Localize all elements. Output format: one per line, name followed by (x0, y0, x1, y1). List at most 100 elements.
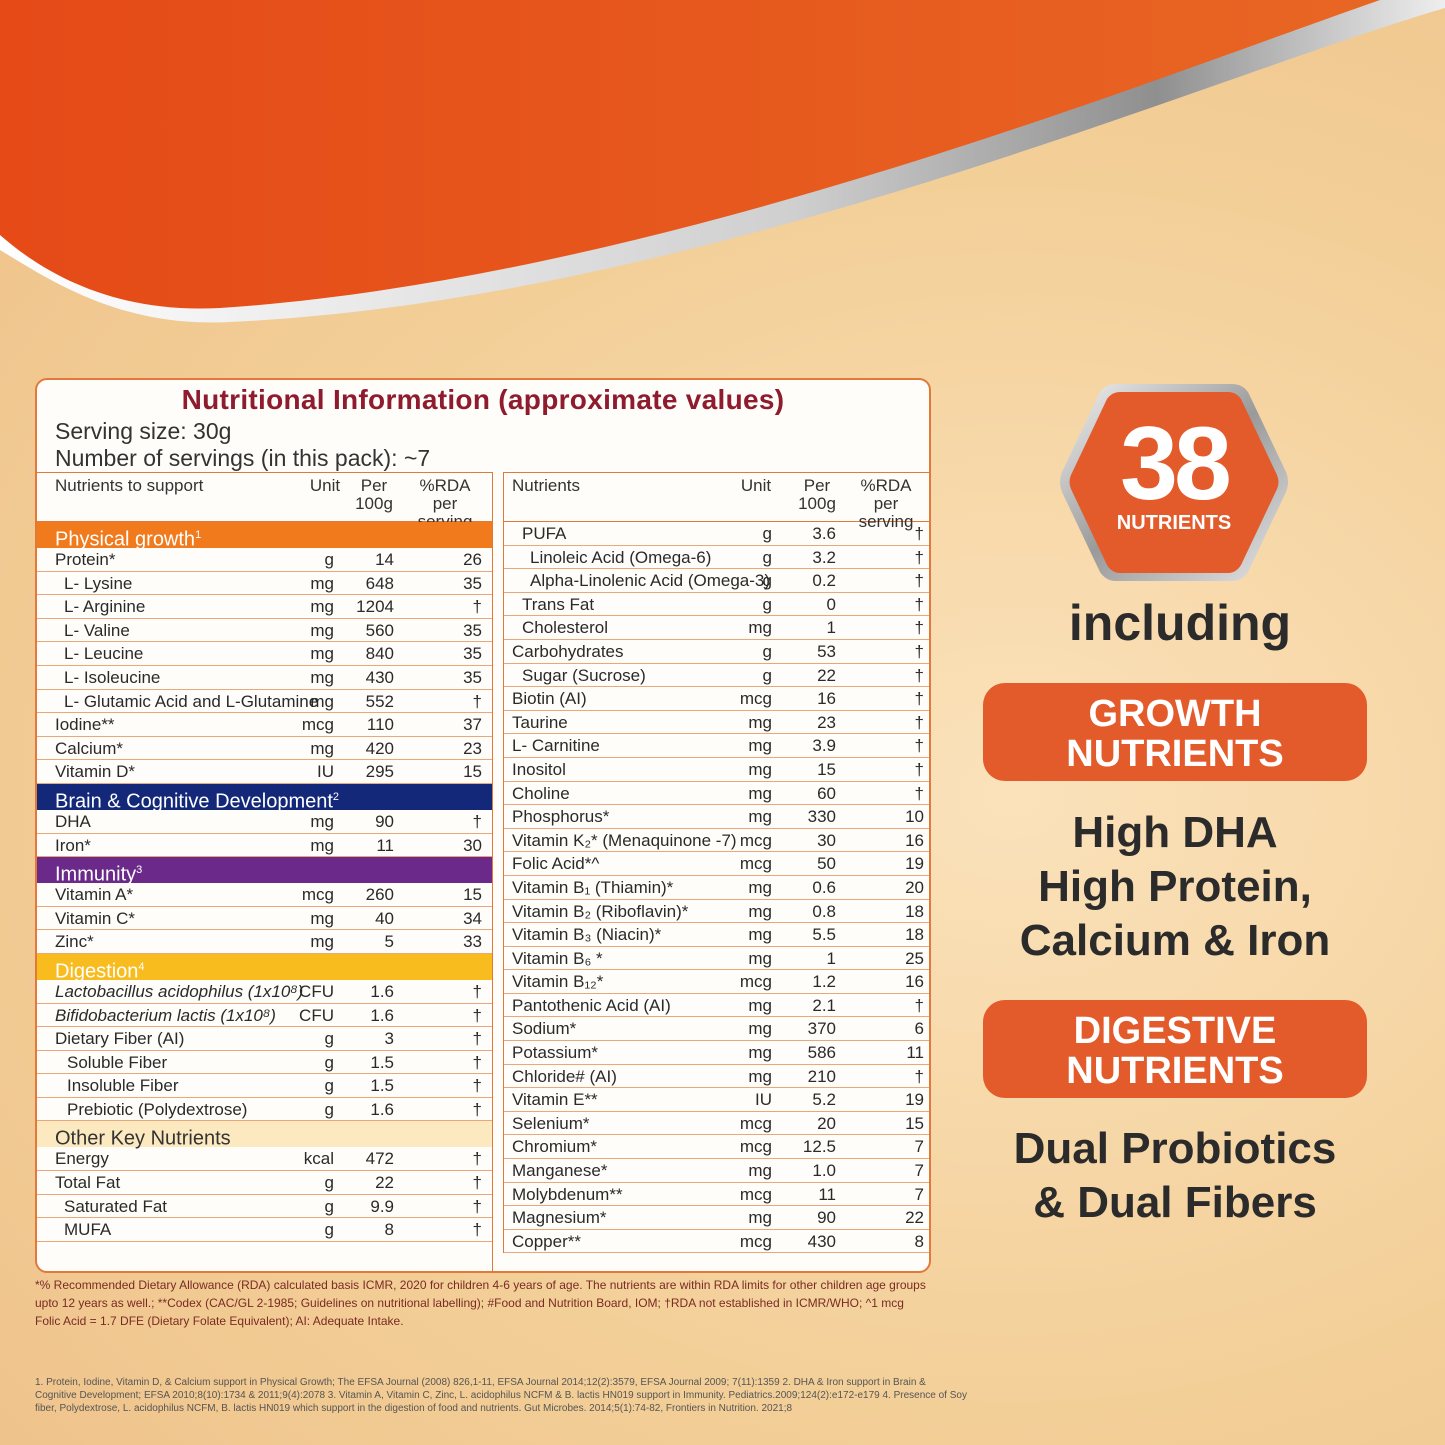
nutrient-unit: mg (748, 877, 772, 897)
nutrient-rda: † (472, 981, 482, 1001)
nutrient-unit: g (762, 547, 772, 567)
nutrient-per-100g: 1.0 (812, 1161, 836, 1181)
nutrient-rda: 20 (905, 877, 924, 897)
nutrient-unit: mg (310, 908, 334, 928)
nutrient-unit: mcg (301, 715, 334, 735)
serving-size: Serving size: 30g (55, 418, 232, 444)
nutrient-unit: mg (310, 811, 334, 831)
nutrient-per-100g: 295 (365, 762, 394, 782)
table-row: Vitamin B₁ (Thiamin)* mg 0.6 20 (504, 876, 929, 900)
nutrient-unit: g (324, 1173, 334, 1193)
nutrient-rda: † (914, 571, 924, 591)
nutrient-unit: g (762, 524, 772, 543)
table-row: Vitamin A* mcg 260 15 (37, 883, 492, 907)
header-per-l1: Per (803, 476, 831, 495)
table-row: L- Leucine mg 840 35 (37, 642, 492, 666)
nutrient-per-100g: 1.6 (370, 1005, 394, 1025)
nutrient-name: Phosphorus* (512, 807, 610, 827)
nutrient-name: Magnesium* (512, 1208, 607, 1228)
nutrient-per-100g: 40 (375, 908, 394, 928)
nutrient-unit: g (762, 665, 772, 685)
nutrient-rda: 35 (463, 667, 482, 687)
table-row: Prebiotic (Polydextrose) g 1.6 † (37, 1098, 492, 1122)
nutrient-rda: 16 (905, 830, 924, 850)
nutrient-count: 38 (1120, 406, 1232, 522)
claim-line: High Protein, (1038, 862, 1312, 911)
column-divider (492, 472, 504, 1271)
nutrient-name: Molybdenum** (512, 1184, 623, 1204)
nutrient-unit: mg (310, 738, 334, 758)
table-row: Dietary Fiber (AI) g 3 † (37, 1027, 492, 1051)
nutrient-unit: mg (748, 1208, 772, 1228)
header-rda-l1: %RDA (860, 476, 912, 495)
nutrient-rda: 35 (463, 620, 482, 640)
nutrient-rda: † (914, 665, 924, 685)
nutrient-unit: CFU (299, 1005, 334, 1025)
nutrient-rda: 26 (463, 550, 482, 569)
nutrient-name: Potassium* (512, 1043, 598, 1063)
panel-title: Nutritional Information (approximate val… (181, 384, 785, 415)
nutrient-per-100g: 370 (807, 1019, 836, 1039)
growth-nutrients-badge: GROWTH NUTRIENTS (983, 683, 1367, 781)
nutrient-unit: mg (310, 644, 334, 664)
header-rda-l1: %RDA (419, 476, 471, 495)
table-row: Trans Fat g 0 † (504, 593, 929, 617)
header-nutrients: Nutrients to support (55, 476, 204, 495)
nutrient-rda: 7 (914, 1184, 924, 1204)
nutrient-per-100g: 15 (817, 759, 836, 779)
table-row: Inositol mg 15 † (504, 758, 929, 782)
left-table-header: Nutrients to support Unit Per 100g %RDA pe… (37, 473, 492, 531)
nutrient-per-100g: 840 (365, 644, 394, 664)
table-row: Copper** mcg 430 8 (504, 1230, 929, 1254)
header-per-l2: 100g (355, 494, 393, 513)
nutrient-per-100g: 23 (817, 712, 836, 732)
including-text: including (1068, 595, 1292, 651)
nutrient-unit: mcg (301, 885, 334, 905)
nutrient-name: PUFA (522, 524, 567, 543)
table-row: Chloride# (AI) mg 210 † (504, 1065, 929, 1089)
nutrient-unit: mg (310, 620, 334, 640)
section-title: Immunity (55, 863, 137, 886)
table-row: Taurine mg 23 † (504, 711, 929, 735)
table-row: Selenium* mcg 20 15 (504, 1112, 929, 1136)
nutrient-unit: g (324, 1196, 334, 1216)
section-header: Digestion4 (37, 953, 492, 983)
nutrient-unit: mg (748, 1043, 772, 1063)
nutrient-rda: † (914, 618, 924, 638)
table-row: Sugar (Sucrose) g 22 † (504, 664, 929, 688)
section-title: Physical growth (55, 528, 196, 551)
nutrient-name: Vitamin B₁ (Thiamin)* (512, 877, 674, 897)
nutrient-name: Vitamin B₆ * (512, 948, 603, 968)
nutrient-unit: g (324, 1099, 334, 1119)
header-nutrients: Nutrients (512, 476, 581, 495)
nutrient-rda: † (914, 524, 924, 543)
table-row: Sodium* mg 370 6 (504, 1017, 929, 1042)
table-row: L- Lysine mg 648 35 (37, 572, 492, 596)
nutrient-name: L- Glutamic Acid and L-Glutamine (64, 691, 319, 711)
nutrient-rda: † (914, 594, 924, 614)
section-header: Brain & Cognitive Development2 (37, 783, 492, 813)
nutrient-unit: g (324, 550, 334, 569)
nutrient-unit: mg (310, 597, 334, 617)
nutrient-name: Selenium* (512, 1113, 590, 1133)
nutrient-unit: g (324, 1220, 334, 1240)
section-header: Physical growth1 (37, 522, 492, 551)
nutrient-unit: g (762, 641, 772, 661)
nutrient-per-100g: 1.5 (370, 1052, 394, 1072)
nutrient-rda: † (914, 547, 924, 567)
table-row: DHA mg 90 † (37, 810, 492, 834)
nutrient-name: Choline (512, 783, 570, 803)
nutrient-unit: g (762, 594, 772, 614)
nutrient-name: Vitamin B₃ (Niacin)* (512, 925, 662, 945)
nutrient-name: MUFA (64, 1220, 112, 1240)
nutrient-name: Trans Fat (522, 594, 595, 614)
nutrient-rda: 7 (914, 1137, 924, 1157)
section-title: Digestion (55, 960, 139, 983)
table-row: L- Arginine mg 1204 † (37, 595, 492, 619)
nutrient-rda: † (914, 759, 924, 779)
nutrient-name: Pantothenic Acid (AI) (512, 995, 671, 1015)
nutrient-per-100g: 430 (807, 1231, 836, 1251)
nutrition-panel: Nutritional Information (approximate val… (35, 378, 931, 1273)
table-row: Biotin (AI) mcg 16 † (504, 687, 929, 711)
nutrient-unit: mcg (739, 830, 772, 850)
